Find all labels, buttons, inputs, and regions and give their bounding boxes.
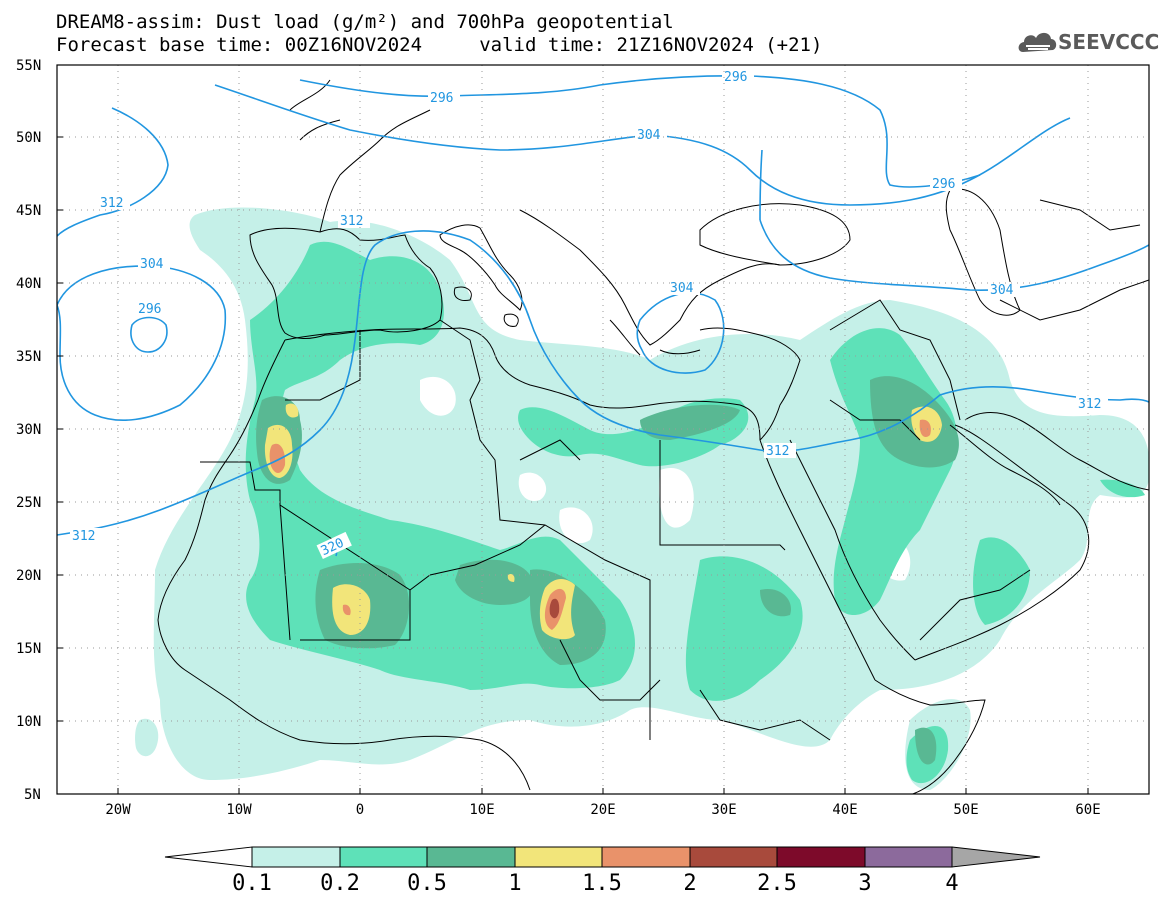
lat-label: 40N bbox=[16, 276, 41, 292]
lat-label: 10N bbox=[16, 714, 41, 730]
colorbar-bin bbox=[776, 846, 866, 868]
colorbar-bin bbox=[339, 846, 428, 868]
lon-label: 20W bbox=[105, 802, 131, 818]
lat-label: 5N bbox=[24, 787, 41, 803]
contour-label: 296 bbox=[138, 302, 161, 317]
colorbar bbox=[164, 846, 1041, 868]
lon-label: 50E bbox=[953, 802, 978, 818]
colorbar-label: 3 bbox=[858, 871, 871, 896]
colorbar-bin bbox=[251, 846, 341, 868]
contour-label: 304 bbox=[990, 283, 1014, 298]
lat-label: 30N bbox=[16, 422, 41, 438]
lon-label: 0 bbox=[356, 802, 364, 818]
colorbar-bin bbox=[601, 846, 691, 868]
contour-label: 296 bbox=[430, 91, 453, 106]
colorbar-bin bbox=[689, 846, 778, 868]
lat-label: 50N bbox=[16, 130, 41, 146]
lon-label: 30E bbox=[711, 802, 736, 818]
colorbar-bin bbox=[864, 846, 953, 868]
colorbar-label: 0.1 bbox=[232, 871, 272, 896]
coastlines bbox=[157, 79, 1149, 794]
colorbar-upper-arrow bbox=[951, 846, 1041, 868]
axis-ticks bbox=[57, 64, 1089, 795]
longitude-labels: 20W 10W 0 10E 20E 30E 40E 50E 60E bbox=[105, 802, 1100, 818]
lon-label: 10W bbox=[226, 802, 252, 818]
lon-label: 20E bbox=[590, 802, 615, 818]
contour-label: 312 bbox=[1078, 397, 1101, 412]
lon-label: 40E bbox=[832, 802, 857, 818]
logo-text: SEEVCCC bbox=[1058, 30, 1160, 54]
contour-label: 296 bbox=[724, 70, 747, 85]
colorbar-label: 0.5 bbox=[407, 871, 447, 896]
colorbar-label: 2.5 bbox=[757, 871, 797, 896]
colorbar-label: 0.2 bbox=[320, 871, 360, 896]
contour-label: 296 bbox=[932, 177, 955, 192]
gridlines bbox=[57, 65, 1149, 794]
colorbar-bin bbox=[514, 846, 603, 868]
forecast-times: Forecast base time: 00Z16NOV2024 valid t… bbox=[56, 34, 823, 56]
lat-label: 25N bbox=[16, 495, 41, 511]
cloud-logo-icon bbox=[1018, 32, 1057, 52]
contour-labels: 296 296 304 296 304 312 312 304 bbox=[70, 69, 1108, 559]
colorbar-label: 2 bbox=[683, 871, 696, 896]
colorbar-labels: 0.1 0.2 0.5 1 1.5 2 2.5 3 4 bbox=[232, 871, 959, 896]
contour-label: 304 bbox=[670, 281, 694, 296]
dust-load-field bbox=[135, 207, 1149, 790]
colorbar-label: 1 bbox=[508, 871, 521, 896]
contour-label: 304 bbox=[637, 128, 661, 143]
lat-label: 45N bbox=[16, 203, 41, 219]
colorbar-label: 4 bbox=[945, 871, 958, 896]
contour-label: 312 bbox=[72, 529, 95, 544]
contour-label: 312 bbox=[766, 444, 789, 459]
lon-label: 60E bbox=[1075, 802, 1100, 818]
colorbar-lower-arrow bbox=[164, 846, 253, 868]
lat-label: 55N bbox=[16, 58, 41, 74]
contour-label: 304 bbox=[140, 257, 164, 272]
latitude-labels: 55N 50N 45N 40N 35N 30N 25N 20N 15N 10N … bbox=[16, 58, 41, 803]
map-title: DREAM8-assim: Dust load (g/m²) and 700hP… bbox=[56, 11, 674, 33]
lat-label: 15N bbox=[16, 641, 41, 657]
lon-label: 10E bbox=[469, 802, 494, 818]
contour-label: 312 bbox=[340, 214, 363, 229]
lat-label: 35N bbox=[16, 349, 41, 365]
lat-label: 20N bbox=[16, 568, 41, 584]
contour-label: 312 bbox=[100, 196, 123, 211]
colorbar-label: 1.5 bbox=[582, 871, 622, 896]
colorbar-bin bbox=[426, 846, 516, 868]
